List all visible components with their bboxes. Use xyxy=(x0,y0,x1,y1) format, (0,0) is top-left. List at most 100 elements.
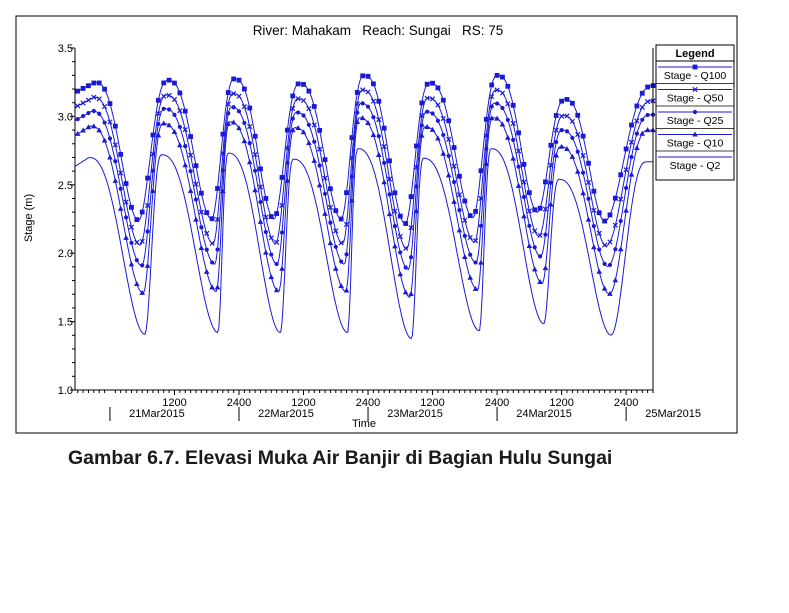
q25-marker xyxy=(269,252,274,257)
y-tick-label: 2.5 xyxy=(58,180,73,192)
q100-marker xyxy=(354,90,360,95)
q50-marker xyxy=(128,224,135,230)
q10-marker xyxy=(74,130,81,136)
q25-marker xyxy=(537,254,543,259)
q100-marker xyxy=(516,130,521,136)
q50-marker xyxy=(440,115,446,122)
q50-marker xyxy=(182,126,188,133)
q25-marker xyxy=(339,259,344,264)
q10-marker xyxy=(386,211,393,217)
q50-marker xyxy=(144,202,151,209)
q10-marker xyxy=(300,129,307,135)
q10-marker xyxy=(365,119,371,125)
q50-marker xyxy=(247,123,253,130)
q100-marker xyxy=(172,80,177,86)
q50-marker xyxy=(435,102,441,108)
q50-marker xyxy=(300,97,307,104)
q50-marker xyxy=(295,96,301,102)
q10-marker xyxy=(574,168,581,174)
q25-marker xyxy=(102,120,107,125)
q100-marker xyxy=(365,73,371,79)
q25-marker xyxy=(279,230,285,235)
q25-marker xyxy=(607,262,613,268)
q100-marker xyxy=(591,188,597,194)
q100-marker xyxy=(349,135,355,141)
q25-marker xyxy=(107,136,113,141)
q100-marker xyxy=(166,77,172,83)
q25-marker xyxy=(333,244,338,249)
x-tick-label: 2400 xyxy=(485,397,509,409)
q100-marker xyxy=(102,86,107,92)
q10-marker xyxy=(289,127,296,133)
q50-marker xyxy=(499,90,506,96)
q50-marker xyxy=(521,179,527,185)
q25-marker xyxy=(231,105,236,110)
q10-marker xyxy=(128,261,135,267)
y-axis-label: Stage (m) xyxy=(23,194,35,242)
q50-marker xyxy=(510,120,516,127)
q10-marker xyxy=(639,130,646,136)
q100-marker xyxy=(532,207,538,213)
q25-marker xyxy=(543,232,548,237)
q10-marker xyxy=(456,227,463,233)
q10-marker xyxy=(322,210,328,216)
q100-marker xyxy=(193,163,199,169)
q100-marker xyxy=(403,221,409,226)
q50-marker xyxy=(386,176,393,182)
q50-marker xyxy=(601,242,608,248)
q100-marker xyxy=(322,157,328,163)
q100-marker xyxy=(537,205,543,211)
q10-marker xyxy=(182,162,189,168)
q50-marker xyxy=(107,119,113,125)
q100-marker xyxy=(295,81,301,87)
q50-marker xyxy=(80,100,86,106)
q100-marker xyxy=(692,64,698,70)
q100-marker xyxy=(96,80,102,86)
q10-marker xyxy=(311,157,318,163)
q25-marker xyxy=(430,111,435,116)
q100-marker xyxy=(387,158,392,164)
q25-marker xyxy=(446,153,451,159)
q10-marker xyxy=(521,213,527,219)
q50-marker xyxy=(429,96,436,102)
q50-marker xyxy=(596,230,602,236)
q100-marker xyxy=(414,143,419,149)
q50-marker xyxy=(101,103,108,110)
q50-marker xyxy=(343,221,350,227)
q10-marker xyxy=(139,289,146,295)
q50-marker xyxy=(360,87,366,93)
q25-marker xyxy=(516,164,521,169)
q10-marker xyxy=(424,123,430,129)
q10-marker xyxy=(354,119,361,125)
q50-marker xyxy=(505,101,511,107)
q50-marker xyxy=(123,199,129,205)
q100-marker xyxy=(381,125,387,131)
q25-marker xyxy=(258,199,263,205)
q100-marker xyxy=(602,218,608,224)
q50-marker xyxy=(317,146,323,152)
q100-marker xyxy=(112,123,118,129)
q50-marker xyxy=(171,96,178,103)
q100-marker xyxy=(478,168,484,174)
q100-marker xyxy=(263,196,269,201)
q25-marker xyxy=(129,240,134,245)
q50-marker xyxy=(166,92,172,98)
q50-marker xyxy=(456,192,463,198)
q25-marker xyxy=(597,247,602,252)
q10-marker xyxy=(429,126,436,132)
q50-marker xyxy=(268,235,274,241)
q10-marker xyxy=(230,119,237,125)
series-line xyxy=(74,148,653,340)
q50-marker xyxy=(446,136,452,143)
q25-marker xyxy=(172,112,177,117)
q10-marker xyxy=(155,132,162,138)
q100-marker xyxy=(107,101,113,106)
q25-marker xyxy=(118,186,123,191)
q10-marker xyxy=(596,268,603,274)
q10-marker xyxy=(634,144,640,150)
plot-area xyxy=(74,72,656,340)
q10-marker xyxy=(370,131,377,137)
q10-marker xyxy=(591,244,597,250)
